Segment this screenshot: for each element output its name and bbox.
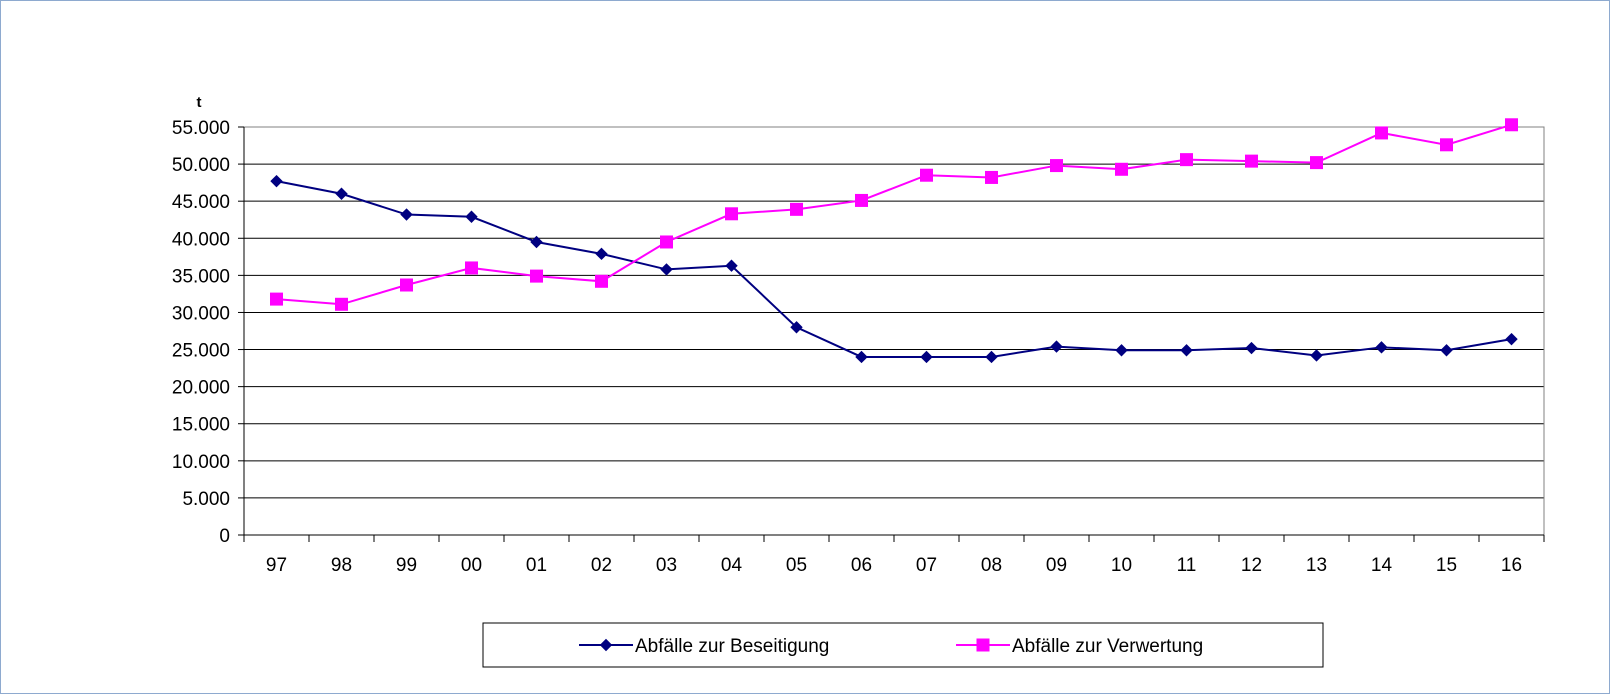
x-tick-labels: 97 98 99 00 01 02 03 04 05 06 07 08 09 10 11 12 13 14 15 16 <box>266 555 1522 576</box>
data-point <box>1115 344 1128 357</box>
y-tick-label: 10.000 <box>172 452 230 473</box>
y-tick-labels: 0 5.000 10.000 15.000 20.000 25.000 30.000 35.0… <box>172 118 230 547</box>
y-tick-label: 5.000 <box>182 489 230 510</box>
data-point <box>595 247 608 261</box>
y-tick-label: 15.000 <box>172 415 230 436</box>
x-tick-label: 98 <box>331 555 352 576</box>
series-1 <box>270 174 1518 364</box>
data-point <box>725 259 738 272</box>
data-point <box>790 321 803 334</box>
y-axis-unit-label: t <box>197 94 202 111</box>
data-point <box>920 350 933 364</box>
data-point <box>335 297 348 311</box>
series <box>270 118 1518 364</box>
y-tick-label: 30.000 <box>172 303 230 324</box>
y-tick-label: 35.000 <box>172 266 230 287</box>
legend-marker <box>976 638 990 652</box>
legend-item-2: Abfälle zur Verwertung <box>956 636 1203 657</box>
data-point <box>985 350 998 364</box>
gridlines <box>244 126 1544 499</box>
x-tick-label: 14 <box>1371 555 1393 576</box>
series-2 <box>270 118 1518 311</box>
data-point <box>1310 349 1323 362</box>
data-point <box>660 235 673 249</box>
data-point <box>1180 153 1193 167</box>
x-tick-label: 03 <box>656 555 677 576</box>
x-tick-label: 99 <box>396 555 417 576</box>
data-point <box>725 207 738 221</box>
data-point <box>1505 118 1518 132</box>
data-point <box>660 263 673 276</box>
data-point <box>1050 340 1063 353</box>
data-point <box>270 292 283 306</box>
data-point <box>1375 341 1388 354</box>
legend-marker <box>599 638 613 652</box>
legend: Abfälle zur Beseitigung Abfälle zur Verwe… <box>482 622 1324 668</box>
data-point <box>1245 154 1258 168</box>
data-point <box>400 208 413 221</box>
data-point <box>530 235 543 249</box>
x-tick-label: 07 <box>916 555 937 576</box>
x-tick-label: 10 <box>1111 555 1132 576</box>
x-tick-label: 01 <box>526 555 547 576</box>
x-tick-label: 04 <box>721 555 743 576</box>
data-point <box>1440 138 1453 152</box>
x-tick-label: 00 <box>461 555 482 576</box>
data-point <box>1115 162 1128 176</box>
data-point <box>855 350 868 364</box>
legend-label: Abfälle zur Verwertung <box>1012 636 1203 657</box>
data-point <box>1180 344 1193 357</box>
data-point <box>790 202 803 216</box>
y-tick-label: 45.000 <box>172 192 230 213</box>
x-tick-label: 12 <box>1241 555 1262 576</box>
y-tick-label: 55.000 <box>172 118 230 139</box>
x-tick-label: 09 <box>1046 555 1067 576</box>
y-tick-label: 25.000 <box>172 341 230 362</box>
data-point <box>985 170 998 184</box>
series-line <box>276 180 1512 358</box>
legend-label: Abfälle zur Beseitigung <box>635 636 829 657</box>
data-point <box>1310 156 1323 170</box>
x-tick-label: 16 <box>1501 555 1522 576</box>
x-tick-label: 13 <box>1306 555 1327 576</box>
x-tick-label: 02 <box>591 555 612 576</box>
axes <box>238 126 1545 542</box>
y-tick-label: 0 <box>219 526 230 547</box>
legend-item-1: Abfälle zur Beseitigung <box>579 636 829 657</box>
x-tick-label: 15 <box>1436 555 1457 576</box>
y-tick-label: 40.000 <box>172 229 230 250</box>
y-tick-label: 50.000 <box>172 155 230 176</box>
data-point <box>595 274 608 288</box>
legend-items: Abfälle zur Beseitigung Abfälle zur Verwe… <box>579 636 1203 657</box>
data-point <box>465 210 478 223</box>
y-tick-label: 20.000 <box>172 378 230 399</box>
data-point <box>530 269 543 283</box>
data-point <box>1375 126 1388 140</box>
data-point <box>400 278 413 292</box>
data-point <box>1505 332 1518 346</box>
data-point <box>1245 341 1258 355</box>
data-point <box>335 187 348 200</box>
data-point <box>1440 344 1453 357</box>
series-line <box>276 123 1512 306</box>
x-tick-label: 97 <box>266 555 287 576</box>
data-point <box>855 193 868 207</box>
x-tick-label: 11 <box>1177 555 1197 576</box>
x-tick-label: 06 <box>851 555 872 576</box>
x-tick-label: 08 <box>981 555 1002 576</box>
x-tick-label: 05 <box>786 555 807 576</box>
data-point <box>465 261 478 275</box>
data-point <box>270 174 283 188</box>
data-point <box>1050 159 1063 173</box>
data-point <box>920 168 933 182</box>
